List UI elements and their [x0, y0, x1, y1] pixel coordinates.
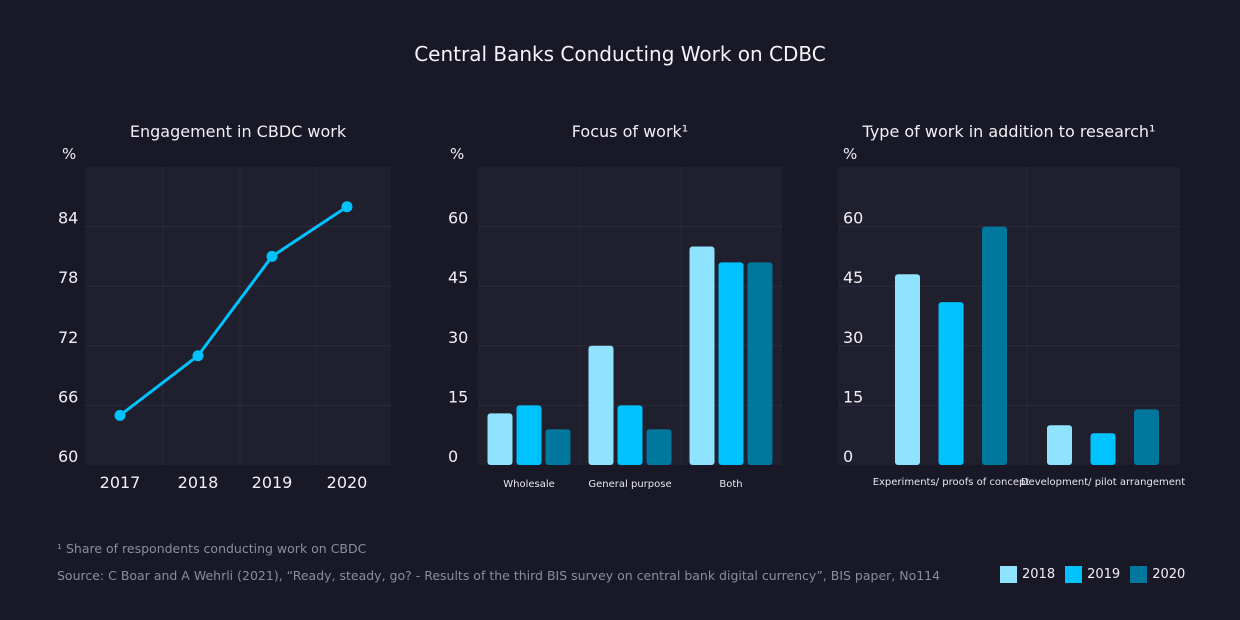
y-axis-unit: % — [62, 145, 76, 163]
x-tick-label: 2020 — [327, 473, 368, 492]
bar-2019 — [718, 262, 744, 465]
series-line — [119, 205, 348, 417]
legend-item-2018: 2018 — [1000, 566, 1055, 583]
y-tick-label: 45 — [448, 268, 468, 287]
plot-area — [85, 167, 391, 465]
bar-2020 — [646, 429, 672, 465]
legend-swatch — [1000, 566, 1017, 583]
bar-2019 — [516, 405, 542, 465]
y-tick-label: 0 — [448, 447, 458, 466]
chart-title-type: Type of work in addition to research¹ — [862, 122, 1156, 141]
bar-2020 — [982, 226, 1007, 465]
legend-label: 2018 — [1022, 567, 1056, 582]
y-tick-label: 30 — [843, 328, 863, 347]
y-tick-label: 78 — [58, 268, 78, 287]
legend: 2018 2019 2020 — [1000, 566, 1185, 583]
x-category-label: Both — [719, 479, 742, 490]
y-tick-label: 45 — [843, 268, 863, 287]
y-tick-label: 15 — [843, 387, 863, 406]
legend-item-2019: 2019 — [1065, 566, 1120, 583]
bar-2019 — [938, 302, 964, 465]
y-tick-label: 72 — [58, 328, 78, 347]
y-tick-label: 60 — [448, 209, 468, 228]
y-tick-label: 66 — [58, 387, 78, 406]
legend-swatch — [1065, 566, 1083, 583]
y-tick-label: 60 — [843, 209, 863, 228]
x-category-label: Wholesale — [503, 479, 555, 490]
data-point — [192, 350, 204, 362]
bar-2019 — [1090, 433, 1116, 465]
bar-2018 — [487, 413, 513, 465]
bar-2018 — [588, 345, 614, 465]
x-category-label: Experiments/ proofs of concept — [873, 477, 1030, 488]
legend-label: 2020 — [1152, 567, 1186, 582]
legend-label: 2019 — [1087, 567, 1121, 582]
bar-2019 — [617, 405, 643, 465]
footnote: ¹ Share of respondents conducting work o… — [57, 541, 367, 556]
x-tick-label: 2018 — [178, 473, 219, 492]
y-tick-label: 30 — [448, 328, 468, 347]
y-tick-label: 60 — [58, 447, 78, 466]
chart-title-focus: Focus of work¹ — [571, 122, 689, 141]
y-tick-label: 15 — [448, 387, 468, 406]
bar-2020 — [1134, 409, 1159, 465]
source-note: Source: C Boar and A Wehrli (2021), “Rea… — [57, 568, 941, 583]
y-tick-label: 0 — [843, 447, 853, 466]
data-point — [266, 250, 278, 262]
legend-item-2020: 2020 — [1130, 566, 1185, 583]
plot-area — [838, 167, 1180, 465]
page-title: Central Banks Conducting Work on CDBC — [414, 42, 826, 66]
y-tick-label: 84 — [58, 209, 78, 228]
data-point — [114, 409, 126, 421]
bar-2018 — [689, 246, 715, 465]
bar-2018 — [895, 274, 920, 465]
bar-2020 — [747, 262, 773, 465]
y-axis-unit: % — [450, 145, 464, 163]
x-tick-label: 2017 — [100, 473, 141, 492]
legend-swatch — [1130, 566, 1148, 583]
data-point — [341, 201, 353, 213]
x-category-label: General purpose — [588, 479, 671, 490]
y-axis-unit: % — [843, 145, 857, 163]
bar-2018 — [1047, 425, 1072, 465]
x-tick-label: 2019 — [252, 473, 293, 492]
bar-2020 — [545, 429, 571, 465]
x-category-label: Development/ pilot arrangement — [1021, 477, 1185, 488]
chart-title-engagement: Engagement in CBDC work — [129, 122, 347, 141]
